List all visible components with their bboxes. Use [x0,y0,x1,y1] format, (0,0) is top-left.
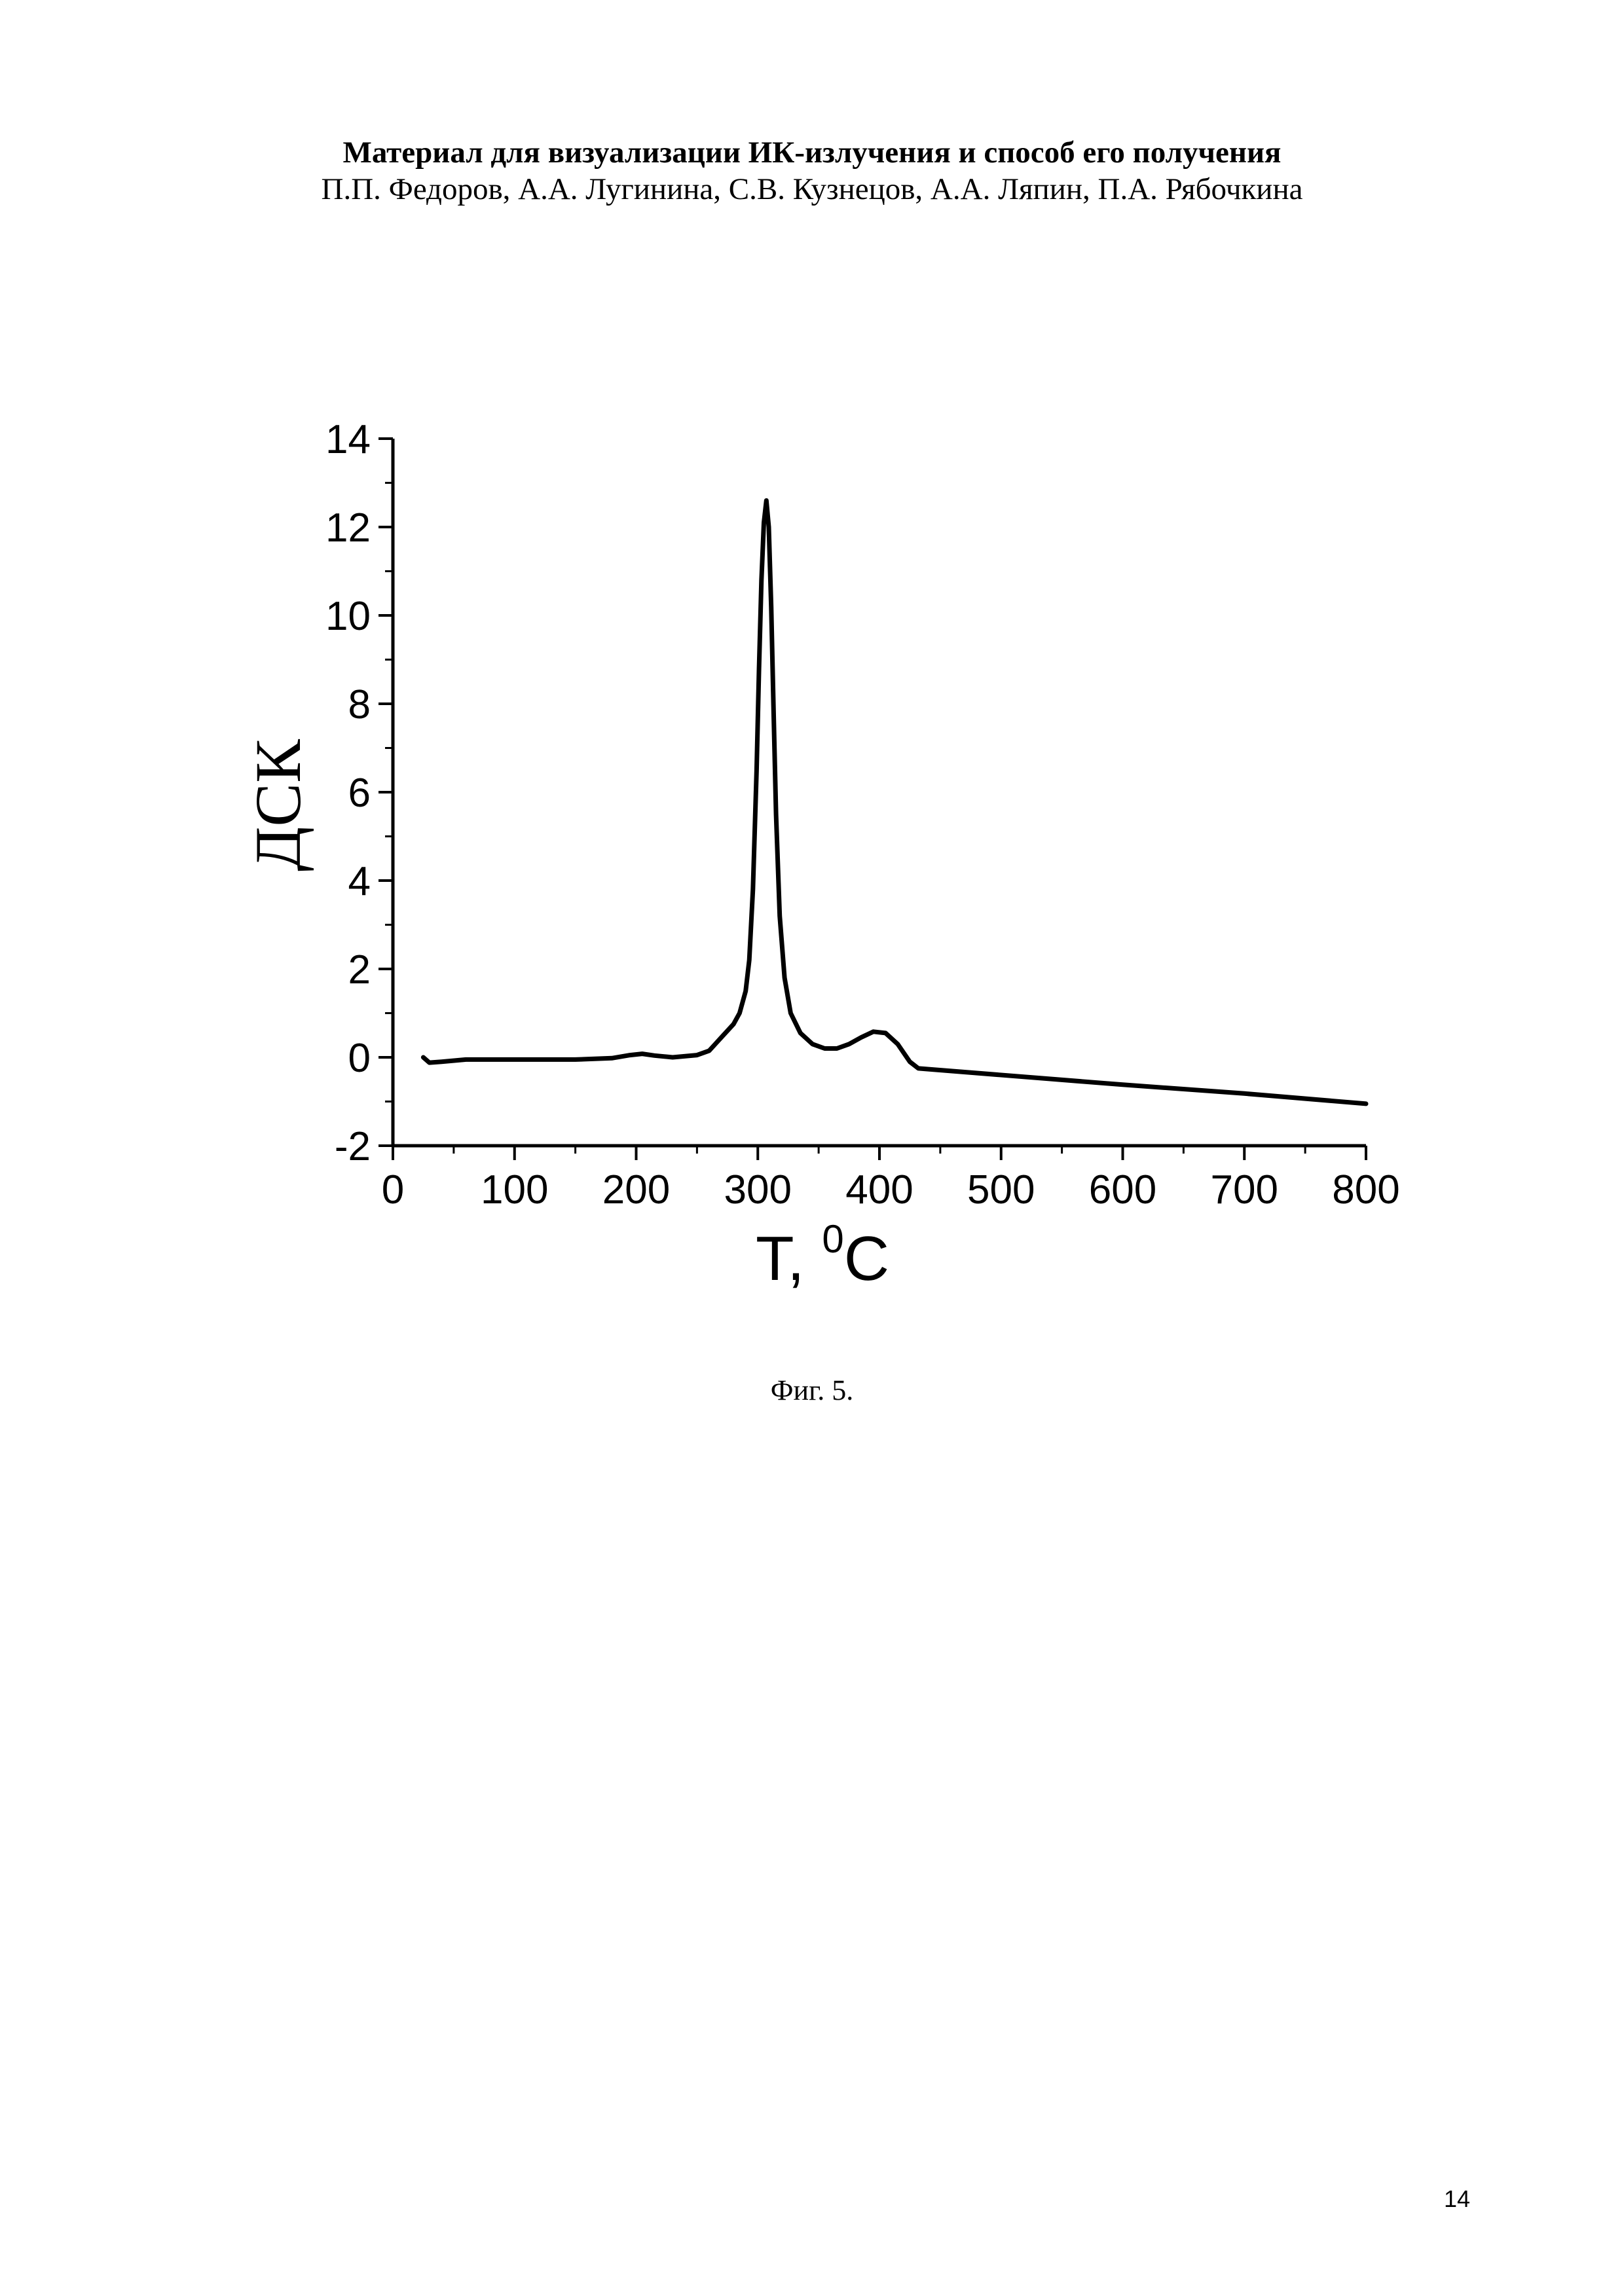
figure-caption: Фиг. 5. [0,1374,1624,1407]
x-axis-label-superscript: 0 [822,1217,843,1261]
chart-axes [393,439,1366,1146]
chart-ticks [378,439,1366,1160]
y-tick-label: 0 [348,1036,371,1081]
y-axis-label: ДСК [242,738,314,871]
x-tick-label: 700 [1211,1167,1278,1212]
y-tick-label: 6 [348,771,371,816]
page-number: 14 [1444,2185,1470,2213]
x-axis-label-text: T, [756,1224,822,1294]
x-tick-label: 800 [1332,1167,1399,1212]
x-axis-label: T, 0C [756,1217,889,1294]
x-tick-label: 200 [602,1167,670,1212]
y-tick-label: 10 [325,594,371,639]
x-tick-label: 300 [724,1167,792,1212]
y-tick-label: 4 [348,859,371,904]
y-tick-label: -2 [335,1124,371,1169]
dsc-chart: 0100200300400500600700800-202468101214 Д… [0,0,1624,1309]
y-tick-label: 14 [325,417,371,462]
y-tick-label: 12 [325,505,371,551]
x-tick-label: 0 [382,1167,404,1212]
x-tick-label: 100 [481,1167,548,1212]
y-tick-label: 2 [348,947,371,993]
x-axis-label-unit: C [844,1224,889,1294]
series-line [423,501,1366,1104]
x-tick-label: 500 [967,1167,1035,1212]
x-tick-label: 400 [845,1167,913,1212]
x-tick-label: 600 [1089,1167,1156,1212]
y-tick-label: 8 [348,682,371,727]
